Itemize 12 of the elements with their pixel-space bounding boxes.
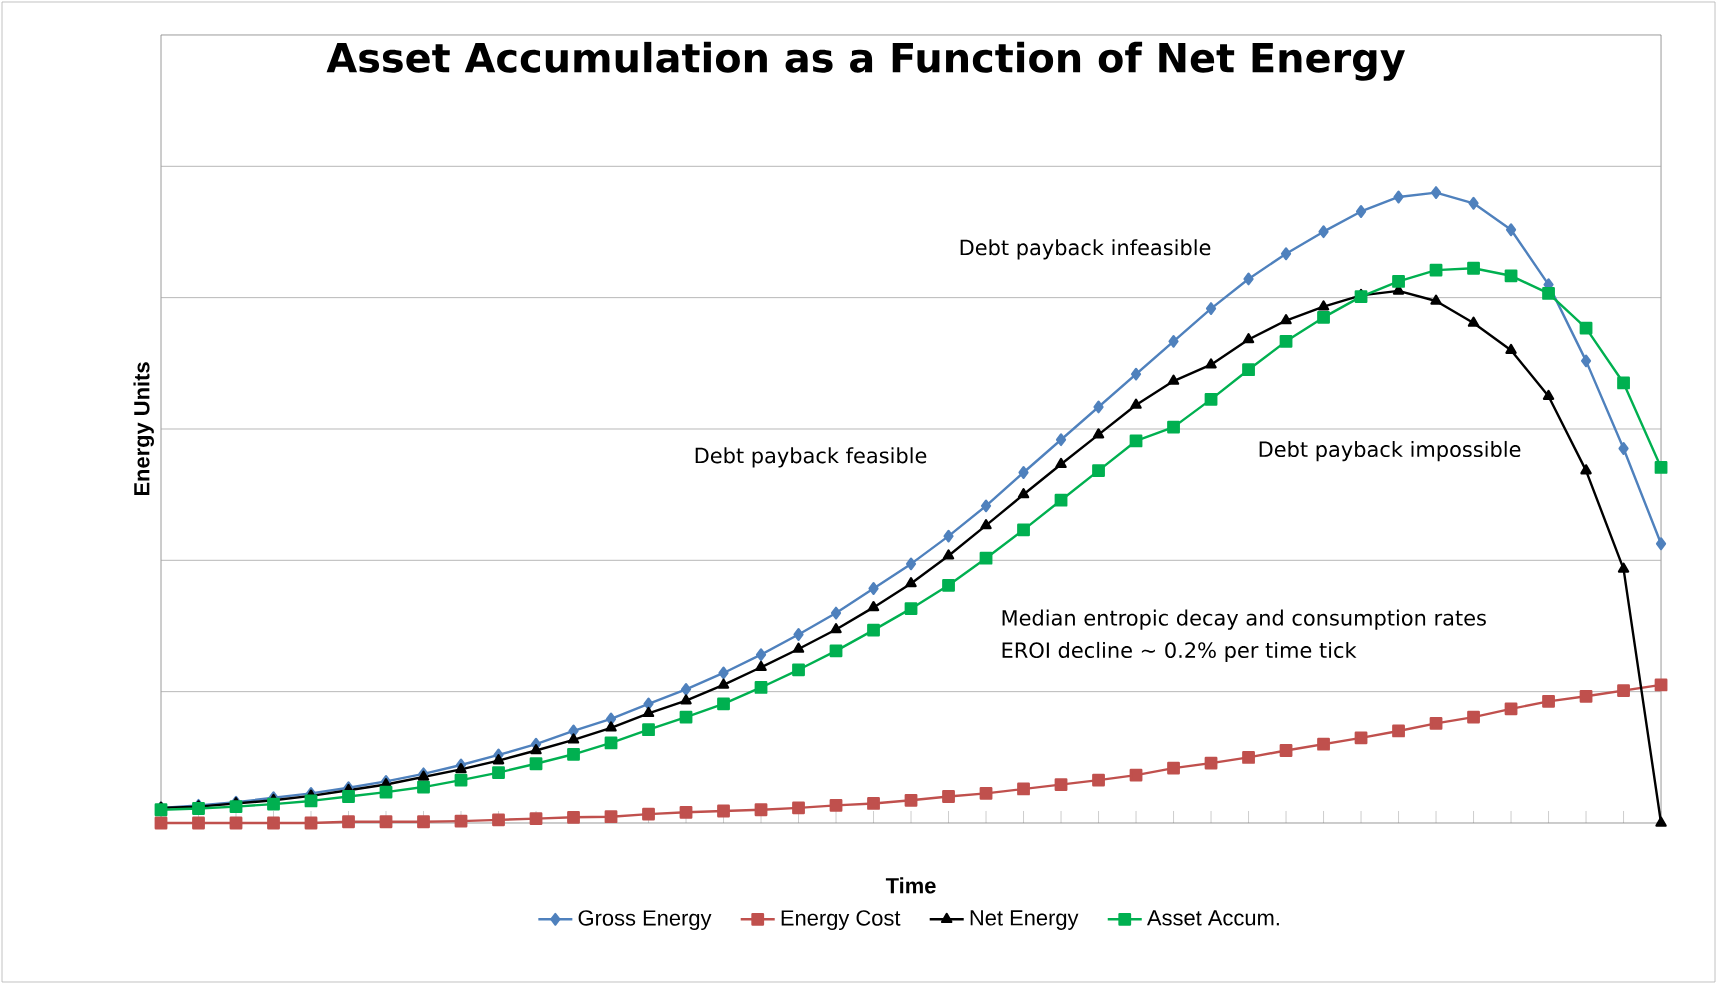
annotation: Debt payback infeasible xyxy=(960,239,1211,260)
legend-label: Energy Cost xyxy=(781,910,901,931)
chart-title: Asset Accumulation as a Function of Net Energy xyxy=(326,41,1405,81)
annotation: Median entropic decay and consumption rates xyxy=(1002,609,1486,630)
y-axis-title: Energy Units xyxy=(133,362,154,496)
x-axis-title: Time xyxy=(885,877,936,894)
annotation: Debt payback impossible xyxy=(1259,440,1521,462)
legend-label: Net Energy xyxy=(970,910,1079,930)
annotation: EROI decline ~ 0.2% per time tick xyxy=(1002,641,1357,663)
legend-label: Asset Accum. xyxy=(1146,910,1279,926)
legend-label: Gross Energy xyxy=(578,910,712,931)
annotation: Debt payback feasible xyxy=(695,447,927,468)
